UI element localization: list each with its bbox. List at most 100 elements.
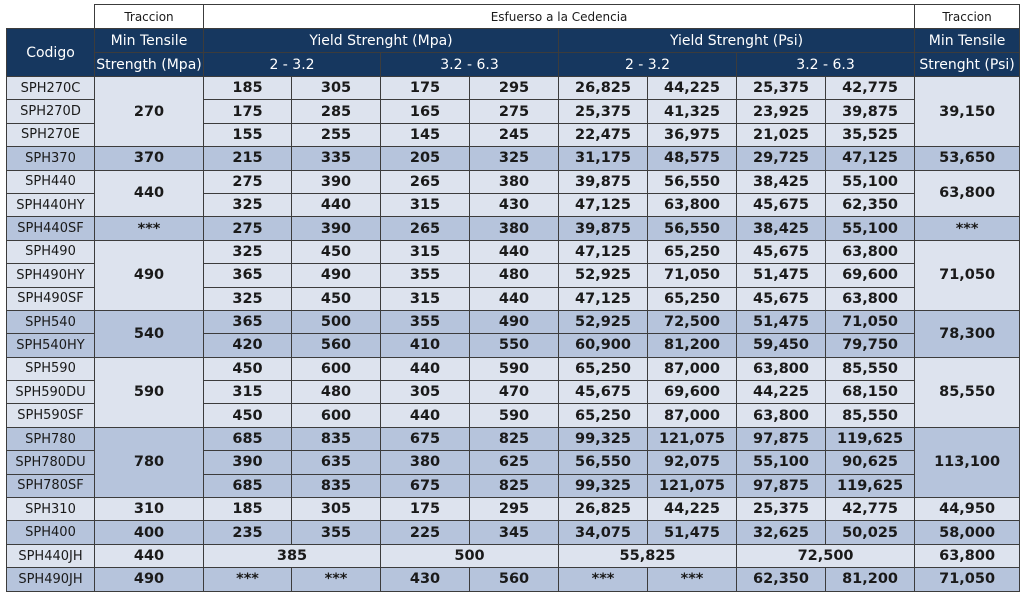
yield-mpa-cell: 675 — [380, 473, 470, 499]
yield-mpa-cell: 685 — [203, 426, 292, 452]
table-row: SPH490SF 325 450 315 440 47,125 65,250 4… — [6, 286, 1020, 311]
yield-psi-cell: 52,925 — [558, 263, 648, 288]
yield-mpa-cell: 285 — [291, 99, 381, 124]
yield-mpa-cell: 315 — [203, 380, 292, 405]
yield-mpa-cell: 440 — [380, 403, 470, 428]
yield-psi-cell: 99,325 — [558, 473, 648, 499]
yield-psi-cell: 121,075 — [647, 473, 737, 499]
yield-mpa-cell: 185 — [203, 497, 292, 522]
yield-mpa-cell: 685 — [203, 473, 292, 499]
code-cell: SPH780 — [6, 426, 95, 452]
yield-psi-cell: 26,825 — [558, 75, 648, 101]
yield-psi-cell: 50,025 — [824, 520, 916, 545]
code-cell: SPH270C — [6, 75, 95, 101]
tensile-mpa-cell: 490 — [94, 239, 204, 311]
yield-psi-cell: 63,800 — [647, 192, 737, 218]
table-row: SPH270E 155 255 145 245 22,475 36,975 21… — [6, 122, 1020, 148]
yield-mpa-cell: 325 — [203, 286, 292, 311]
code-cell: SPH270E — [6, 122, 95, 148]
yield-psi-cell: 62,350 — [824, 192, 916, 218]
yield-mpa-cell: 825 — [469, 473, 559, 499]
yield-mpa-cell: 440 — [469, 286, 559, 311]
tensile-psi-cell: 78,300 — [914, 309, 1021, 358]
blank-corner — [6, 4, 95, 29]
yield-psi-cell: 60,900 — [558, 333, 648, 358]
yield-mpa-header: Yield Strenght (Mpa) — [203, 28, 559, 53]
yield-psi-cell: 32,625 — [736, 520, 826, 545]
tensile-psi-cell: 53,650 — [914, 146, 1021, 171]
yield-psi-header: Yield Strenght (Psi) — [557, 28, 916, 53]
yield-psi-cell: 25,375 — [736, 497, 826, 522]
yield-mpa-cell: *** — [291, 567, 381, 592]
code-cell: SPH490SF — [6, 286, 95, 311]
tensile-mpa-cell: 310 — [94, 497, 204, 522]
yield-psi-cell: 79,750 — [824, 333, 916, 358]
yield-psi-cell: 119,625 — [824, 426, 916, 452]
yield-psi-cell: 71,050 — [824, 309, 916, 335]
yield-mpa-cell: 600 — [291, 403, 381, 428]
yield-psi-cell: 22,475 — [558, 122, 648, 148]
traccion-label-right: Traccion — [914, 4, 1021, 29]
yield-mpa-cell: 635 — [291, 450, 381, 475]
codigo-header: Codigo — [6, 28, 95, 77]
table-row: SPH370 370 215 335 205 325 31,175 48,575… — [6, 146, 1021, 171]
yield-mpa-cell: 325 — [203, 192, 292, 218]
yield-psi-cell: 42,775 — [824, 75, 916, 101]
yield-mpa-cell: 225 — [380, 520, 470, 545]
yield-mpa-cell: 420 — [203, 333, 292, 358]
yield-mpa-cell: 835 — [291, 426, 381, 452]
esfuerzo-cedencia-label: Esfuerso a la Cedencia — [202, 4, 916, 29]
yield-psi-cell: 55,100 — [824, 216, 916, 241]
yield-mpa-cell: 440 — [469, 239, 559, 265]
yield-mpa-cell: 490 — [291, 263, 381, 288]
yield-mpa-cell: 500 — [291, 309, 381, 335]
yield-mpa-cell: 265 — [380, 216, 470, 241]
tensile-mpa-cell: 270 — [94, 75, 204, 148]
yield-mpa-cell: 145 — [380, 122, 470, 148]
psi-range-a-header: 2 - 3.2 — [558, 52, 737, 77]
yield-psi-cell: 55,100 — [736, 450, 826, 475]
mpa-range-b-header: 3.2 - 6.3 — [380, 52, 559, 77]
yield-mpa-cell: 255 — [291, 122, 381, 148]
yield-psi-cell: 68,150 — [824, 380, 916, 405]
yield-psi-cell: 81,200 — [824, 567, 916, 592]
min-tensile-psi-header-line1: Min Tensile — [914, 28, 1021, 53]
yield-psi-cell: 26,825 — [558, 497, 648, 522]
table-row: SPH440 440 275 390 265 380 39,875 56,550… — [6, 169, 1021, 218]
yield-psi-cell: 51,475 — [647, 520, 737, 545]
yield-mpa-cell: 430 — [380, 567, 470, 592]
yield-psi-cell: 69,600 — [824, 263, 916, 288]
yield-mpa-cell: 185 — [203, 75, 292, 101]
tensile-mpa-cell: *** — [94, 216, 204, 241]
yield-mpa-cell: 590 — [469, 403, 559, 428]
yield-psi-cell: 44,225 — [736, 380, 826, 405]
yield-mpa-cell: 560 — [291, 333, 381, 358]
yield-psi-cell: 63,800 — [736, 356, 826, 382]
yield-mpa-cell: 305 — [291, 75, 381, 101]
tensile-mpa-cell: 370 — [94, 146, 204, 171]
yield-mpa-cell: 175 — [203, 99, 292, 124]
yield-psi-cell: 59,450 — [736, 333, 826, 358]
yield-psi-cell: 52,925 — [558, 309, 648, 335]
yield-psi-cell: 63,800 — [824, 239, 916, 265]
yield-psi-cell: 55,100 — [824, 169, 916, 194]
yield-mpa-cell: 590 — [469, 356, 559, 382]
yield-mpa-cell: 235 — [203, 520, 292, 545]
tensile-psi-cell: 58,000 — [914, 520, 1021, 545]
yield-mpa-cell: 365 — [203, 263, 292, 288]
table-row: SPH540HY 420 560 410 550 60,900 81,200 5… — [6, 333, 1020, 358]
yield-mpa-cell: 380 — [380, 450, 470, 475]
tensile-mpa-cell: 490 — [94, 567, 204, 592]
min-tensile-psi-header-line2: Strenght (Psi) — [914, 52, 1021, 77]
yield-psi-cell: 63,800 — [824, 286, 916, 311]
table-row: SPH440JH 440 385 500 55,825 72,500 63,80… — [6, 543, 1021, 569]
yield-mpa-cell: 355 — [380, 263, 470, 288]
yield-psi-cell: 65,250 — [647, 239, 737, 265]
yield-mpa-cell: 560 — [469, 567, 559, 592]
tensile-psi-cell: 63,800 — [914, 169, 1021, 218]
yield-psi-cell: 81,200 — [647, 333, 737, 358]
yield-mpa-cell: 305 — [291, 497, 381, 522]
yield-psi-cell: 51,475 — [736, 263, 826, 288]
code-cell: SPH440SF — [6, 216, 95, 241]
code-cell: SPH400 — [6, 520, 95, 545]
